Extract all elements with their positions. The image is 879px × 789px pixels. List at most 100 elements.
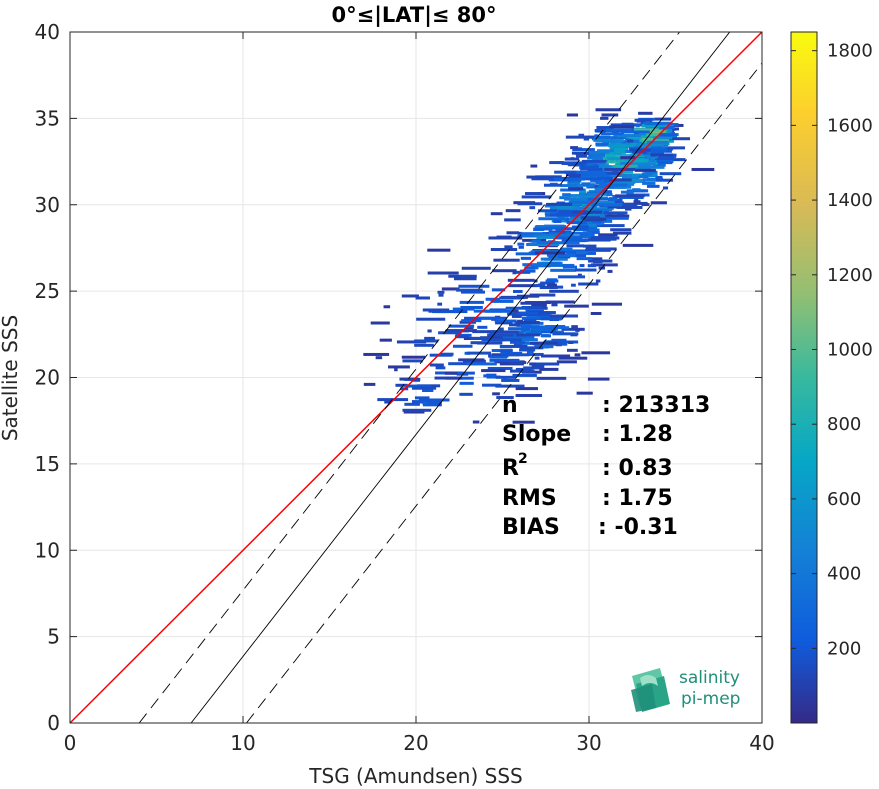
stat-label: R — [502, 456, 519, 481]
x-tick-label: 40 — [749, 731, 774, 755]
density-cell — [379, 338, 392, 342]
density-cell — [577, 273, 582, 277]
density-cell — [375, 356, 383, 360]
y-tick-label: 30 — [35, 193, 60, 217]
density-cell — [589, 177, 602, 181]
density-cell — [370, 321, 390, 325]
density-cell — [655, 175, 663, 179]
density-cell — [577, 147, 583, 151]
density-cell — [530, 341, 558, 345]
density-cell — [388, 365, 410, 369]
density-cell — [452, 344, 473, 348]
stat-value: : 1.28 — [602, 422, 673, 447]
density-cell — [610, 228, 632, 232]
density-cell — [511, 314, 522, 318]
density-cell — [505, 353, 530, 357]
density-cell — [591, 203, 622, 207]
colorbar-tick-label: 1000 — [827, 339, 873, 360]
density-cell — [574, 177, 604, 181]
density-cell — [555, 233, 574, 237]
density-cell — [562, 193, 571, 197]
density-cell — [517, 313, 533, 317]
density-cell — [472, 330, 504, 334]
density-cell — [402, 408, 432, 412]
density-cell — [566, 244, 585, 248]
density-cell — [521, 195, 552, 199]
density-cell — [557, 241, 580, 245]
density-cell — [529, 293, 556, 297]
density-cell — [605, 153, 615, 157]
density-cell — [432, 310, 459, 314]
density-cell — [588, 247, 610, 251]
density-cell — [422, 401, 428, 405]
density-cell — [589, 200, 615, 204]
density-cell — [642, 181, 656, 185]
density-cell — [564, 157, 580, 161]
density-cell — [495, 375, 516, 379]
density-cell — [496, 235, 512, 239]
density-cell — [549, 289, 579, 293]
y-tick-label: 20 — [35, 366, 60, 390]
density-cell — [595, 108, 622, 112]
salinity-logo-icon — [631, 668, 670, 712]
density-cell — [642, 140, 652, 144]
density-cell — [606, 165, 618, 169]
density-cell — [657, 161, 673, 165]
density-cell — [531, 243, 560, 247]
density-cell — [525, 192, 542, 196]
density-cell — [565, 231, 593, 235]
density-cell — [504, 218, 521, 222]
density-cell — [550, 268, 576, 272]
density-cell — [510, 309, 519, 313]
density-cell — [469, 336, 493, 340]
density-cell — [569, 304, 574, 308]
density-cell — [614, 147, 628, 151]
reference-lines — [70, 32, 762, 723]
density-cell — [531, 239, 541, 243]
density-cell — [658, 154, 677, 158]
density-cell — [597, 214, 606, 218]
density-cell — [529, 362, 537, 366]
density-cell — [629, 148, 651, 152]
density-cell — [587, 150, 598, 154]
density-cell — [624, 179, 645, 183]
density-cell — [570, 146, 578, 150]
stat-value: : 1.75 — [602, 486, 673, 511]
density-cell — [574, 254, 587, 258]
density-cell — [460, 290, 485, 294]
density-cell — [377, 398, 409, 402]
density-cell — [587, 377, 610, 381]
density-cell — [595, 181, 607, 185]
logo: salinity pi-mep — [631, 668, 740, 712]
density-cell — [561, 161, 588, 165]
density-cell — [529, 206, 536, 210]
density-cell — [513, 289, 523, 293]
density-cell — [595, 279, 601, 283]
density-cell — [571, 151, 589, 155]
density-cell — [603, 169, 623, 173]
density-cell — [477, 341, 503, 345]
density-cell — [490, 338, 506, 342]
density-cell — [444, 371, 458, 375]
density-cell — [539, 286, 558, 290]
density-cell — [396, 340, 427, 344]
density-cell — [520, 338, 538, 342]
density-cell — [659, 133, 677, 137]
density-cell — [601, 113, 619, 117]
density-cell — [402, 359, 423, 363]
density-cell — [624, 159, 648, 163]
density-cell — [622, 243, 654, 247]
density-cell — [530, 362, 560, 366]
density-cell — [483, 374, 491, 378]
density-cell — [535, 175, 562, 179]
density-cell — [619, 203, 633, 207]
density-cell — [608, 144, 635, 148]
density-cell — [572, 211, 594, 215]
density-cell — [603, 211, 628, 215]
density-cell — [458, 284, 490, 288]
density-cell — [662, 186, 669, 190]
density-cell — [527, 352, 544, 356]
density-cell — [556, 206, 575, 210]
density-cell — [518, 245, 524, 249]
